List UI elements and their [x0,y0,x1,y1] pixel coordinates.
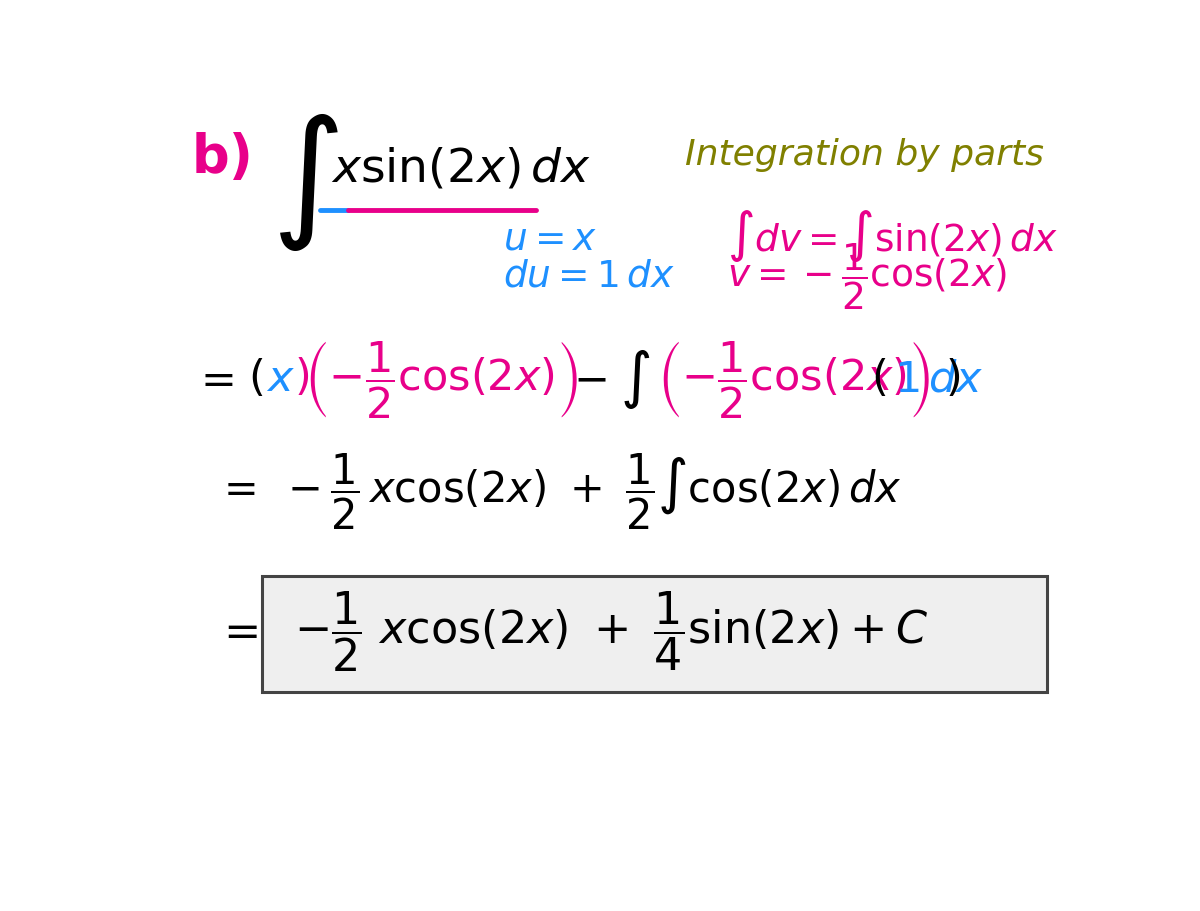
Text: $(\,$: $(\,$ [871,358,886,401]
Text: Integration by parts: Integration by parts [685,138,1044,172]
Text: $(\,$: $(\,$ [247,358,263,401]
Text: $u = x$: $u = x$ [504,221,598,257]
Text: $\int dv = \int \sin(2x)\,dx$: $\int dv = \int \sin(2x)\,dx$ [727,208,1057,263]
Text: $=$: $=$ [215,610,258,653]
Text: $-$: $-$ [574,358,607,401]
Text: $x \sin(2x)\, dx$: $x \sin(2x)\, dx$ [331,147,592,191]
Text: b): b) [192,132,253,184]
Text: $= \ -\dfrac{1}{2}\,x\cos(2x) \ + \ \dfrac{1}{2}\int\cos(2x)\,dx$: $= \ -\dfrac{1}{2}\,x\cos(2x) \ + \ \dfr… [215,452,901,532]
Text: $v = -\dfrac{1}{2}\cos(2x)$: $v = -\dfrac{1}{2}\cos(2x)$ [727,241,1007,312]
Text: $-\dfrac{1}{2} \ x\cos(2x) \ + \ \dfrac{1}{4}\sin(2x) + C$: $-\dfrac{1}{2} \ x\cos(2x) \ + \ \dfrac{… [294,589,929,674]
Text: $\int$: $\int$ [619,347,650,412]
Text: $\left(-\dfrac{1}{2}\cos(2x)\right)$: $\left(-\dfrac{1}{2}\cos(2x)\right)$ [656,339,930,420]
Text: $du = 1\,dx$: $du = 1\,dx$ [504,259,676,294]
Text: $\int$: $\int$ [271,112,338,253]
FancyBboxPatch shape [262,576,1048,691]
Text: $)$: $)$ [946,358,960,401]
Text: $1\,dx$: $1\,dx$ [894,358,984,401]
Text: $=$: $=$ [192,358,234,401]
Text: $x$: $x$ [266,358,295,401]
Text: $\,)\!\left(-\dfrac{1}{2}\cos(2x)\right)$: $\,)\!\left(-\dfrac{1}{2}\cos(2x)\right)… [288,339,577,420]
